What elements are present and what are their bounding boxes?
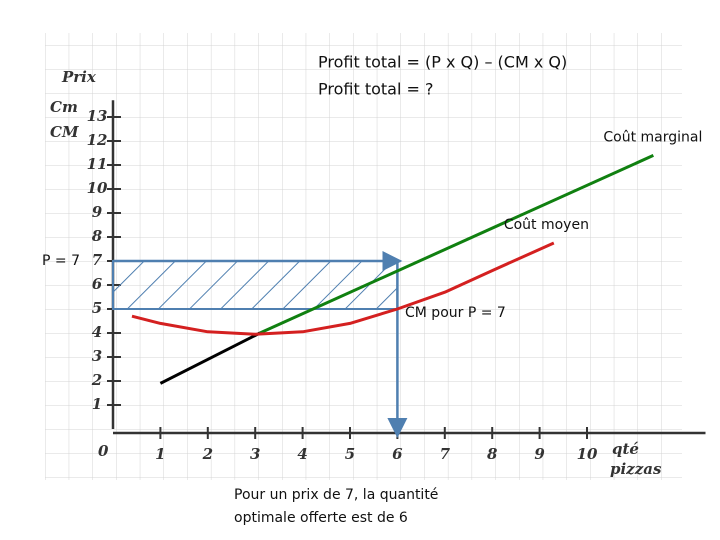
x-tick-label: 4	[297, 445, 307, 463]
y-tick-label: 5	[92, 299, 102, 317]
x-tick-label: 6	[392, 445, 403, 463]
y-tick-label: 11	[87, 155, 108, 173]
y-tick-label: 10	[87, 179, 108, 197]
y-tick-label: 4	[92, 323, 102, 341]
x-tick-label: 1	[155, 445, 165, 463]
x-tick-label: 5	[345, 445, 355, 463]
series-label: Coût moyen	[504, 217, 589, 233]
x-tick-label: 8	[487, 445, 498, 463]
price-label: P = 7	[42, 253, 80, 269]
y-tick-label: 12	[87, 131, 108, 149]
x-tick-label: 9	[534, 445, 545, 463]
series-line	[131, 241, 555, 336]
y-tick-label: 1	[92, 395, 102, 413]
y-label: Cm	[50, 98, 78, 116]
series-line	[259, 154, 654, 335]
title-line: Profit total = ?	[318, 80, 433, 99]
x-label: qté	[612, 440, 639, 458]
conclusion: optimale offerte est de 6	[234, 510, 408, 526]
profit-area	[112, 260, 399, 310]
y-tick-label: 7	[92, 251, 103, 269]
y-tick-label: 3	[92, 347, 102, 365]
grid-paper	[45, 33, 682, 480]
conclusion: Pour un prix de 7, la quantité	[234, 487, 438, 503]
x-tick-label: 3	[250, 445, 260, 463]
x-tick-label: 2	[202, 445, 213, 463]
x-tick-label: 7	[440, 445, 451, 463]
cost-label: CM pour P = 7	[405, 305, 506, 321]
y-tick-label: 13	[87, 107, 108, 125]
y-label: CM	[50, 123, 79, 141]
series-label: Coût marginal	[603, 129, 702, 145]
y-tick-label: 2	[91, 371, 102, 389]
title-line: Profit total = (P x Q) – (CM x Q)	[318, 53, 567, 72]
y-tick-label: 6	[92, 275, 103, 293]
y-label: Prix	[61, 68, 97, 86]
y-tick-label: 8	[92, 227, 103, 245]
x-label: pizzas	[610, 460, 662, 478]
y-tick-label: 9	[92, 203, 103, 221]
x-tick-label: 10	[577, 445, 598, 463]
series-line	[159, 331, 261, 385]
origin-label: 0	[98, 442, 109, 460]
